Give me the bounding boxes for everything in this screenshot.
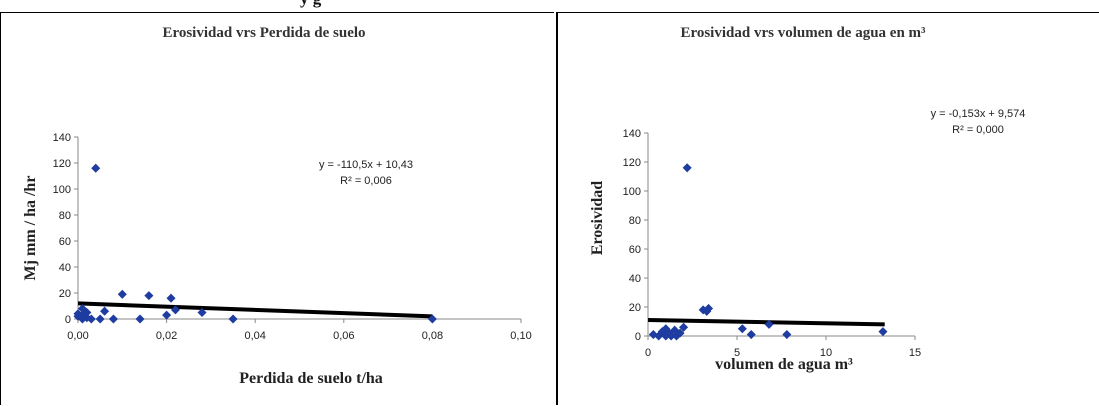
data-point bbox=[878, 327, 888, 337]
data-point bbox=[135, 314, 145, 324]
x-tick-label: 0,00 bbox=[67, 330, 88, 342]
data-point bbox=[166, 293, 176, 303]
y-tick-label: 60 bbox=[629, 244, 641, 256]
x-tick-label: 0,08 bbox=[422, 330, 443, 342]
y-axis-label: Erosividad bbox=[589, 181, 606, 256]
trend-equation: y = -0,153x + 9,574 bbox=[931, 108, 1026, 120]
y-tick-label: 0 bbox=[635, 331, 641, 343]
y-tick-label: 120 bbox=[53, 158, 71, 170]
data-point bbox=[782, 330, 792, 340]
r-squared: R² = 0,000 bbox=[952, 124, 1004, 136]
y-axis-label: Mj mm / ha /hr bbox=[22, 176, 39, 281]
y-tick-label: 100 bbox=[623, 186, 641, 198]
data-point bbox=[682, 163, 692, 173]
data-point bbox=[86, 314, 96, 324]
y-tick-label: 140 bbox=[623, 128, 641, 140]
y-tick-label: 20 bbox=[59, 288, 71, 300]
y-tick-label: 120 bbox=[623, 157, 641, 169]
x-tick-label: 10 bbox=[820, 347, 832, 359]
r-squared: R² = 0,006 bbox=[340, 175, 392, 187]
x-tick-label: 0,10 bbox=[510, 330, 531, 342]
data-point bbox=[144, 291, 154, 301]
trend-line bbox=[77, 301, 433, 319]
x-tick-label: 15 bbox=[909, 347, 921, 359]
y-tick-label: 140 bbox=[53, 132, 71, 144]
data-point bbox=[746, 330, 756, 340]
clipped-heading: y g bbox=[300, 0, 321, 9]
data-point bbox=[95, 314, 105, 324]
data-point bbox=[675, 328, 685, 338]
y-tick-label: 40 bbox=[59, 262, 71, 274]
data-point bbox=[228, 314, 238, 324]
y-tick-label: 80 bbox=[59, 210, 71, 222]
chart-left: Erosividad vrs Perdida de suelo y = -110… bbox=[22, 25, 532, 387]
x-tick-label: 0,02 bbox=[156, 330, 177, 342]
data-point bbox=[162, 310, 172, 320]
y-tick-label: 60 bbox=[59, 236, 71, 248]
y-tick-label: 40 bbox=[629, 273, 641, 285]
y-tick-label: 0 bbox=[65, 314, 71, 326]
data-point bbox=[197, 307, 207, 318]
chart-right: Erosividad vrs volumen de agua en m³ y =… bbox=[589, 25, 1026, 373]
x-tick-label: 0,06 bbox=[333, 330, 354, 342]
chart-title: Erosividad vrs Perdida de suelo bbox=[162, 25, 365, 41]
chart-panel-left: Erosividad vrs Perdida de suelo y = -110… bbox=[0, 12, 554, 405]
trend-equation: y = -110,5x + 10,43 bbox=[319, 159, 413, 171]
data-point bbox=[100, 306, 110, 316]
x-axis-label: volumen de agua m³ bbox=[715, 356, 853, 373]
x-tick-label: 0,04 bbox=[244, 330, 265, 342]
chart-panel-right: Erosividad vrs volumen de agua en m³ y =… bbox=[556, 12, 1099, 405]
x-tick-label: 0 bbox=[645, 347, 651, 359]
data-point bbox=[91, 163, 101, 173]
trend-line bbox=[647, 318, 885, 327]
data-point bbox=[108, 314, 118, 324]
chart-title: Erosividad vrs volumen de agua en m³ bbox=[680, 25, 926, 41]
data-point bbox=[737, 324, 747, 334]
y-tick-label: 20 bbox=[629, 302, 641, 314]
y-tick-label: 100 bbox=[53, 184, 71, 196]
y-tick-label: 80 bbox=[629, 215, 641, 227]
x-axis-label: Perdida de suelo t/ha bbox=[239, 370, 383, 387]
data-point bbox=[117, 289, 127, 299]
x-tick-label: 5 bbox=[734, 347, 740, 359]
